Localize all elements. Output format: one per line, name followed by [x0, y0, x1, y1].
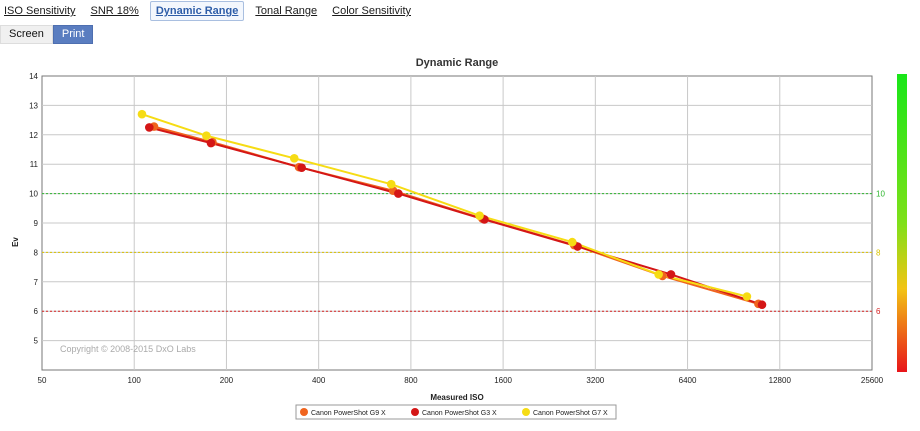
legend-label: Canon PowerShot G3 X — [422, 410, 497, 417]
data-point — [475, 211, 484, 220]
tab-snr-18[interactable]: SNR 18% — [90, 5, 139, 17]
data-point — [289, 154, 299, 163]
tab-color-sensitivity[interactable]: Color Sensitivity — [332, 5, 411, 17]
print-mode-button[interactable]: Print — [52, 25, 94, 44]
data-point — [757, 300, 767, 310]
data-series — [137, 109, 767, 310]
data-point — [654, 270, 663, 279]
data-point — [666, 270, 676, 279]
y-tick-label: 8 — [34, 248, 39, 257]
legend-box — [295, 404, 617, 420]
y-tick-label: 5 — [34, 337, 39, 346]
legend-marker — [411, 408, 419, 416]
x-tick-label: 3200 — [586, 376, 604, 385]
grid-lines — [42, 76, 872, 370]
tab-tonal-range[interactable]: Tonal Range — [255, 5, 318, 17]
tab-dynamic-range[interactable]: Dynamic Range — [149, 1, 245, 21]
data-point — [567, 237, 577, 247]
display-mode-toggle: Screen Print — [0, 25, 94, 44]
series-line — [149, 126, 763, 306]
x-axis-label: Measured ISO — [430, 393, 483, 402]
legend-marker — [300, 408, 308, 416]
reference-line-label: 8 — [876, 248, 881, 257]
x-tick-label: 1600 — [494, 376, 512, 385]
x-tick-label: 200 — [220, 376, 234, 385]
data-point — [145, 123, 154, 132]
reference-line-label: 6 — [876, 307, 881, 316]
y-axis-ticks: 5 6 7 8 9 10 11 12 13 14 — [29, 72, 38, 346]
x-axis-ticks: 50 100 200 400 800 1600 3200 6400 12800 25600 — [38, 376, 884, 385]
data-point — [394, 189, 403, 198]
x-tick-label: 25600 — [861, 376, 884, 385]
data-point — [202, 131, 211, 140]
data-point — [742, 292, 752, 301]
x-tick-label: 12800 — [769, 376, 792, 385]
y-tick-label: 12 — [29, 131, 38, 140]
y-tick-label: 6 — [34, 307, 39, 316]
data-point — [297, 163, 306, 173]
data-point — [386, 179, 396, 189]
legend-marker — [522, 408, 530, 416]
x-tick-label: 50 — [38, 376, 47, 385]
x-tick-label: 100 — [128, 376, 142, 385]
series-line — [141, 113, 748, 298]
chart-title: Dynamic Range — [416, 57, 499, 69]
dynamic-range-chart: Dynamic Range 10 8 6 Copyright © 2008-2015… — [11, 57, 907, 420]
reference-lines: 10 8 6 — [42, 190, 885, 316]
copyright-watermark: Copyright © 2008-2015 DxO Labs — [60, 344, 196, 354]
data-point — [206, 138, 216, 148]
legend-label: Canon PowerShot G7 X — [533, 410, 608, 417]
y-tick-label: 7 — [34, 278, 39, 287]
legend-label: Canon PowerShot G9 X — [311, 410, 386, 417]
measurement-tabs: ISO Sensitivity SNR 18% Dynamic Range To… — [0, 0, 422, 22]
tab-iso-sensitivity[interactable]: ISO Sensitivity — [4, 5, 76, 17]
y-tick-label: 9 — [34, 219, 39, 228]
y-tick-label: 11 — [30, 160, 39, 169]
x-tick-label: 400 — [312, 376, 326, 385]
screen-mode-button[interactable]: Screen — [0, 25, 53, 44]
x-tick-label: 800 — [404, 376, 418, 385]
data-point — [137, 109, 147, 119]
y-axis-label: Ev — [11, 237, 20, 247]
dynamic-range-color-scale — [897, 74, 907, 372]
y-tick-label: 13 — [29, 101, 38, 110]
chart-legend: Canon PowerShot G9 X Canon PowerShot G3 X… — [295, 404, 617, 420]
x-tick-label: 6400 — [679, 376, 697, 385]
reference-line-label: 10 — [876, 190, 885, 199]
y-tick-label: 14 — [29, 72, 38, 81]
y-tick-label: 10 — [29, 190, 38, 199]
